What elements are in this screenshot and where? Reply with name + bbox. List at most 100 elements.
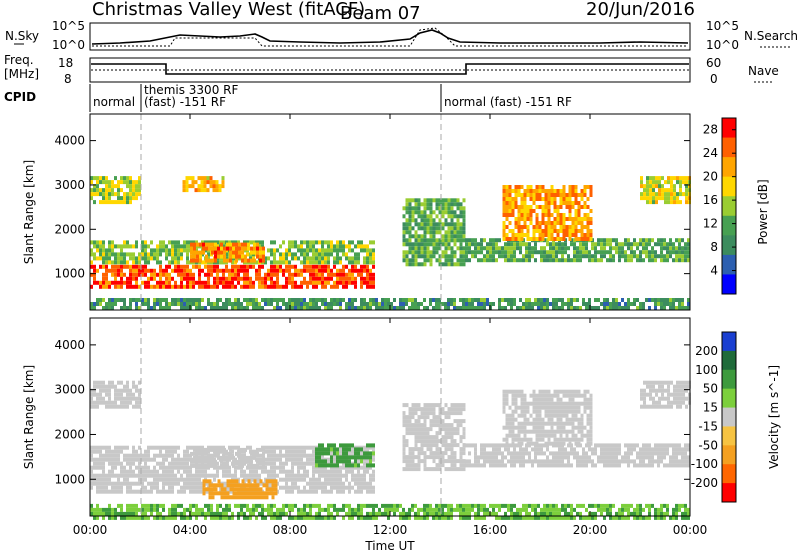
velocity-cell — [196, 459, 199, 464]
power-cell — [414, 254, 418, 259]
velocity-cell — [678, 459, 681, 464]
velocity-cell — [186, 477, 189, 482]
velocity-cell — [669, 455, 672, 460]
power-cell — [583, 185, 587, 189]
velocity-cell — [402, 403, 406, 408]
velocity-cell — [96, 465, 99, 470]
power-cell — [93, 252, 96, 257]
velocity-cell — [144, 449, 147, 454]
beam-label: Beam 07 — [340, 3, 421, 24]
velocity-cell — [435, 431, 439, 436]
power-cell — [243, 306, 246, 310]
velocity-cell — [253, 491, 257, 496]
velocity-cell — [327, 443, 330, 448]
velocity-cell — [333, 443, 336, 448]
power-cell — [573, 258, 576, 263]
power-cell — [420, 250, 424, 255]
power-cell — [571, 189, 575, 193]
power-cell — [159, 284, 162, 289]
power-cell — [111, 240, 114, 245]
power-cell — [570, 298, 573, 302]
velocity-cell — [96, 485, 99, 490]
velocity-cell — [681, 455, 684, 460]
velocity-cell — [273, 465, 276, 470]
power-cell — [135, 192, 138, 197]
velocity-cell — [456, 419, 460, 424]
velocity-cell — [559, 421, 563, 426]
velocity-cell — [615, 443, 618, 448]
power-cell — [438, 306, 441, 310]
power-cell — [531, 254, 534, 259]
velocity-cell — [519, 463, 522, 468]
velocity-cell — [489, 463, 492, 468]
power-cell — [423, 298, 426, 302]
power-cell — [117, 192, 120, 197]
velocity-cell — [414, 455, 418, 460]
velocity-cell — [684, 459, 687, 464]
velocity-cell — [408, 431, 412, 436]
power-cell — [678, 306, 681, 310]
power-cell — [447, 306, 450, 310]
velocity-cell — [114, 485, 117, 490]
velocity-cell — [651, 455, 654, 460]
velocity-cell — [300, 465, 303, 470]
power-cell — [528, 242, 531, 247]
power-cell — [639, 258, 642, 263]
velocity-cell — [336, 469, 339, 474]
power-cell — [223, 246, 226, 251]
velocity-cell — [294, 481, 297, 486]
velocity-cell — [589, 421, 593, 426]
power-cell — [363, 298, 366, 302]
velocity-cell — [655, 388, 658, 393]
power-cell — [111, 306, 114, 310]
power-cell — [645, 298, 648, 302]
power-cell — [585, 250, 588, 255]
velocity-cell — [423, 419, 427, 424]
power-cell — [459, 254, 463, 259]
power-cell — [102, 188, 105, 193]
power-cell — [594, 246, 597, 251]
velocity-cell — [444, 451, 448, 456]
power-cell — [324, 264, 327, 269]
velocity-cell — [96, 384, 99, 389]
velocity-cell — [318, 443, 321, 448]
power-cell — [514, 197, 518, 201]
velocity-cell — [333, 473, 336, 478]
power-cell — [514, 193, 518, 197]
power-cell — [574, 229, 578, 233]
power-cell — [258, 302, 261, 306]
power-colorbar-label: Power [dB] — [756, 179, 770, 244]
velocity-cell — [549, 463, 552, 468]
velocity-cell — [582, 459, 585, 464]
power-cell — [270, 284, 273, 289]
velocity-cell — [168, 465, 171, 470]
power-cell — [291, 280, 294, 285]
velocity-cell — [681, 447, 684, 452]
velocity-cell — [649, 384, 652, 389]
power-cell — [420, 238, 424, 243]
power-cell — [213, 302, 216, 306]
power-cell — [360, 240, 363, 245]
velocity-cell — [414, 427, 418, 432]
velocity-cell — [223, 455, 226, 460]
power-cell — [159, 268, 162, 273]
power-cell — [502, 213, 506, 217]
velocity-cell — [196, 451, 199, 456]
power-cell — [117, 252, 120, 257]
cpid-segment-2-line-2: (fast) -151 RF — [144, 95, 226, 109]
velocity-cell — [192, 485, 195, 490]
velocity-cell — [126, 489, 129, 494]
power-cell — [117, 188, 120, 193]
power-cell — [381, 298, 384, 302]
power-cell — [580, 229, 584, 233]
velocity-cell — [435, 443, 439, 448]
power-cell — [562, 217, 566, 221]
power-cell — [684, 258, 687, 263]
velocity-cell — [138, 453, 141, 458]
velocity-cell — [183, 453, 186, 458]
power-cell — [654, 298, 657, 302]
power-cell — [144, 240, 147, 245]
velocity-cell — [90, 445, 93, 450]
velocity-cell — [229, 495, 233, 500]
power-cell — [547, 197, 551, 201]
